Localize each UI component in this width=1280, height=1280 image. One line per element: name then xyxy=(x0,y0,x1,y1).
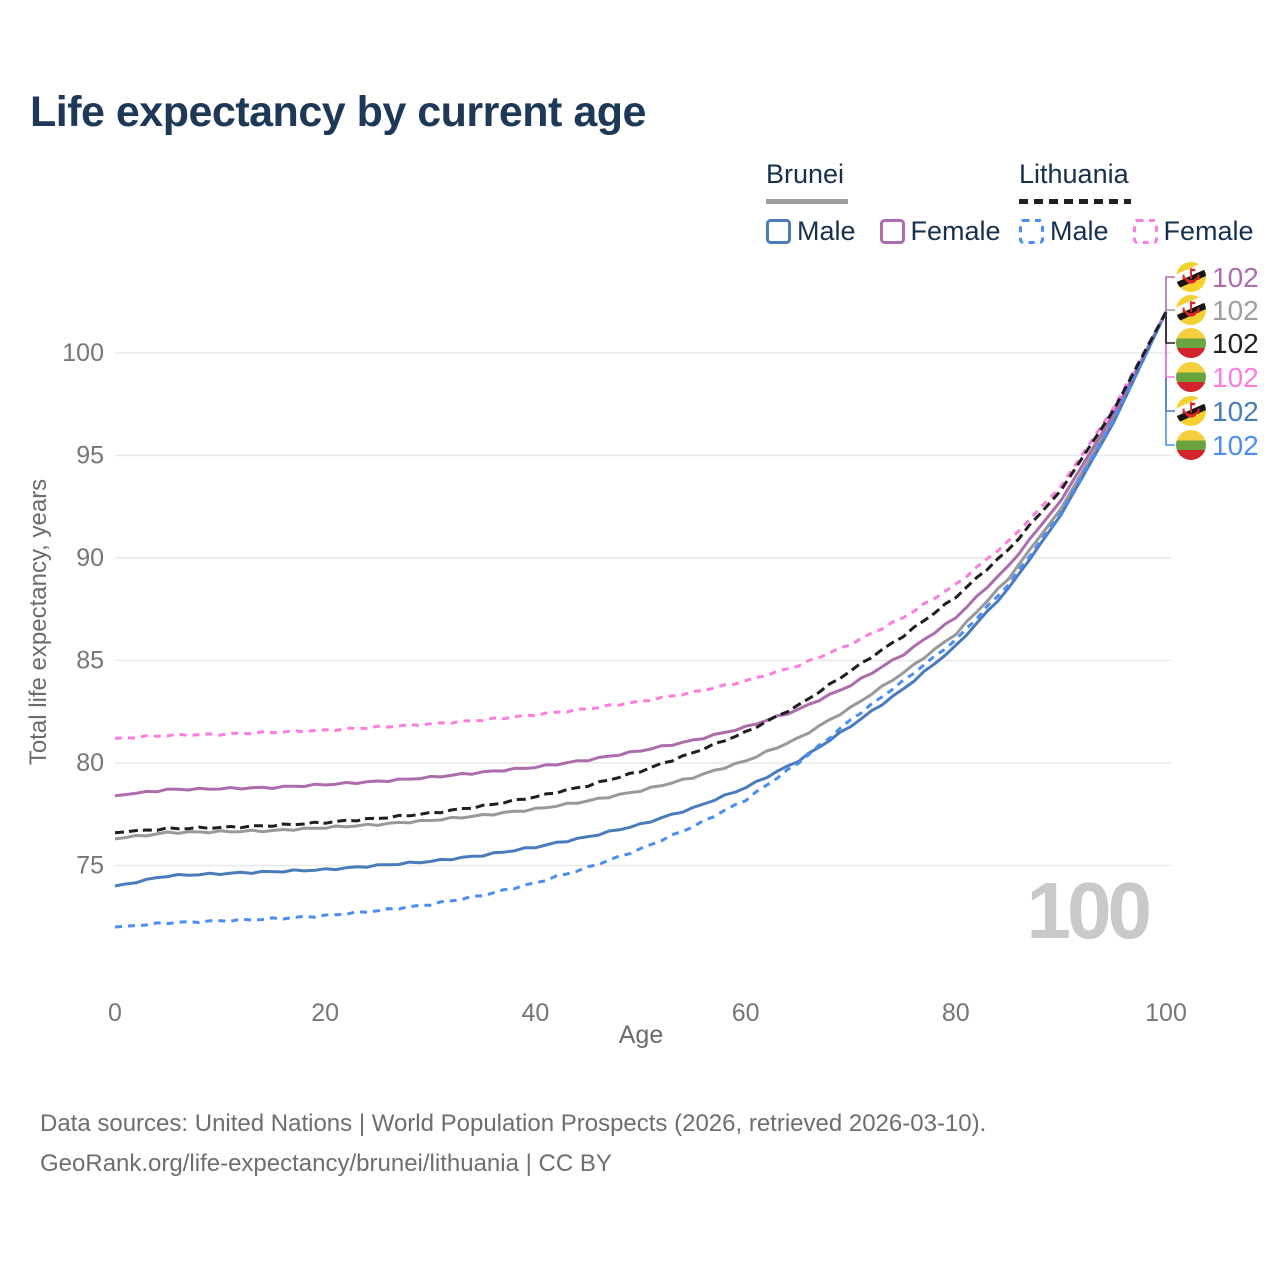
legend-item-brunei-male[interactable]: Male xyxy=(766,216,856,247)
lithuania-female-swatch-icon xyxy=(1132,219,1158,244)
leader-line-lithuania-female xyxy=(1165,312,1175,378)
legend-country-brunei[interactable]: Brunei xyxy=(766,160,1001,188)
x-tick-40: 40 xyxy=(521,999,549,1027)
series-line-brunei-male xyxy=(114,311,1168,888)
legend-country-lithuania-label: Lithuania xyxy=(1019,159,1129,189)
y-tick-90: 90 xyxy=(76,544,104,572)
x-axis-title: Age xyxy=(619,1021,663,1049)
legend-label-brunei-male: Male xyxy=(797,216,856,246)
y-tick-80: 80 xyxy=(76,749,104,777)
y-tick-100: 100 xyxy=(62,339,104,367)
leader-line-lithuania-male xyxy=(1165,312,1175,446)
series-line-lithuania-male xyxy=(114,311,1168,929)
y-tick-95: 95 xyxy=(76,442,104,470)
x-tick-0: 0 xyxy=(108,999,122,1027)
x-tick-20: 20 xyxy=(311,999,339,1027)
data-sources-text: Data sources: United Nations | World Pop… xyxy=(40,1110,987,1137)
legend-group-brunei: Brunei Male Female xyxy=(766,160,1001,247)
series-line-brunei-total xyxy=(114,311,1168,841)
brunei-male-swatch-icon xyxy=(766,219,791,244)
y-tick-75: 75 xyxy=(76,852,104,880)
legend-label-lithuania-male: Male xyxy=(1050,216,1109,246)
lithuania-linestyle-underline xyxy=(1019,191,1254,209)
leader-line-brunei-total xyxy=(1165,309,1175,312)
brunei-flag-icon xyxy=(1166,293,1215,325)
brunei-linestyle-underline xyxy=(766,191,1001,209)
brunei-flag-icon xyxy=(1166,260,1215,292)
leader-line-lithuania-total xyxy=(1165,312,1175,344)
brunei-female-swatch-icon xyxy=(879,219,905,244)
legend-row-lithuania: Male Female xyxy=(1019,216,1254,247)
hovered-age-watermark: 100 xyxy=(1027,866,1150,955)
x-tick-80: 80 xyxy=(942,999,970,1027)
end-value-lithuania-male: 102 xyxy=(1212,430,1259,461)
series-line-brunei-female xyxy=(114,311,1168,798)
series-line-lithuania-female xyxy=(114,311,1168,740)
lithuania-flag-icon xyxy=(1176,430,1206,460)
attribution-text: GeoRank.org/life-expectancy/brunei/lithu… xyxy=(40,1150,612,1177)
footer: Data sources: United Nations | World Pop… xyxy=(40,1104,986,1184)
y-axis-title: Total life expectancy, years xyxy=(25,479,52,765)
series-lines xyxy=(114,311,1168,929)
legend-label-brunei-female: Female xyxy=(910,216,1001,246)
end-value-brunei-female: 102 xyxy=(1212,262,1259,293)
legend-country-brunei-label: Brunei xyxy=(766,159,845,189)
end-value-brunei-male: 102 xyxy=(1212,396,1259,427)
gridlines xyxy=(115,352,1172,867)
legend-group-lithuania: Lithuania Male Female xyxy=(1019,160,1254,247)
legend-item-brunei-female[interactable]: Female xyxy=(879,216,1001,247)
brunei-flag-icon xyxy=(1166,394,1215,426)
legend-country-lithuania[interactable]: Lithuania xyxy=(1019,160,1254,188)
leader-line-brunei-male xyxy=(1165,312,1175,412)
y-axis-tick-labels: 75 80 85 90 95 100 xyxy=(62,339,104,880)
end-value-lithuania-female: 102 xyxy=(1212,362,1259,393)
x-axis-tick-labels: 0 20 40 60 80 100 xyxy=(108,999,1187,1027)
leader-line-brunei-female xyxy=(1165,276,1175,312)
page-title: Life expectancy by current age xyxy=(30,88,646,136)
legend-item-lithuania-male[interactable]: Male xyxy=(1019,216,1109,247)
legend: Brunei Male Female xyxy=(0,160,1280,246)
lithuania-flag-icon xyxy=(1176,328,1206,358)
x-tick-60: 60 xyxy=(732,999,760,1027)
legend-label-lithuania-female: Female xyxy=(1163,216,1254,246)
lithuania-male-swatch-icon xyxy=(1019,219,1044,244)
lithuania-flag-icon xyxy=(1176,362,1206,392)
y-tick-85: 85 xyxy=(76,647,104,675)
legend-item-lithuania-female[interactable]: Female xyxy=(1132,216,1254,247)
legend-row-brunei: Male Female xyxy=(766,216,1001,247)
series-line-lithuania-total xyxy=(114,311,1168,835)
end-value-brunei-total: 102 xyxy=(1212,295,1259,326)
end-value-lithuania-total: 102 xyxy=(1212,328,1259,359)
x-tick-100: 100 xyxy=(1145,999,1187,1027)
